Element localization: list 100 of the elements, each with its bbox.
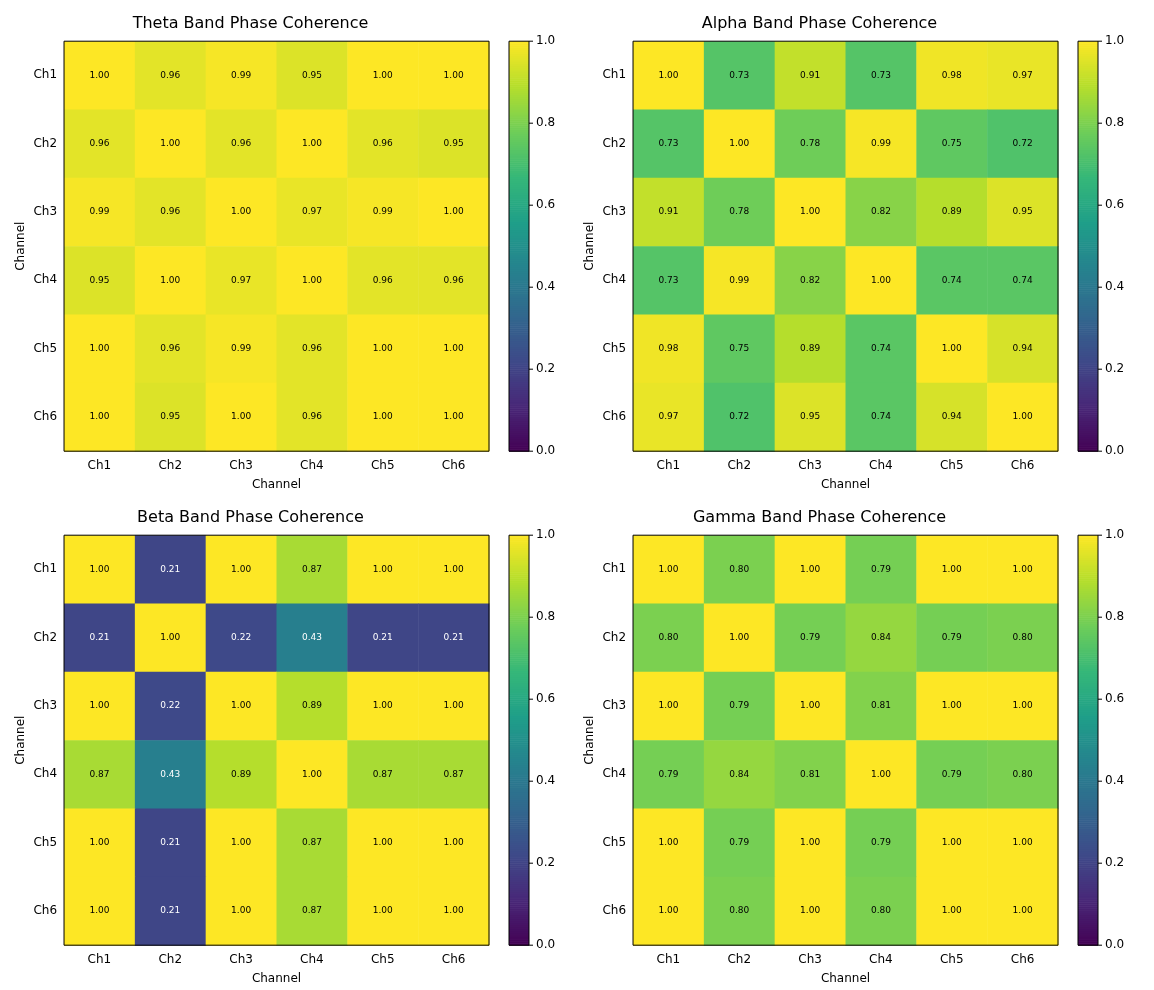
x-tick-label: Ch2 [158,951,183,966]
data-label: 0.84 [870,632,892,643]
color-bar-label: 0.0 [536,937,556,952]
data-label: 0.96 [89,138,110,149]
x-tick-label: Ch5 [939,457,964,472]
data-label: 0.74 [870,343,892,354]
data-label: 1.00 [800,837,821,848]
data-label: 0.80 [658,632,679,643]
color-bar-label: 0.6 [1105,691,1125,706]
color-bar-label: 0.6 [536,197,556,212]
data-label: 0.43 [301,632,322,643]
data-label: 1.00 [89,343,110,354]
data-label: 0.95 [160,411,181,422]
y-axis-title: Channel [582,221,597,271]
data-label: 0.96 [372,274,394,285]
data-label: 1.00 [443,837,464,848]
data-label: 0.87 [301,563,322,574]
color-bar-label: 0.8 [1105,115,1125,130]
x-tick-label: Ch5 [939,951,964,966]
data-label: 0.79 [870,563,892,574]
x-tick-label: Ch1 [87,457,112,472]
x-tick-label: Ch1 [87,951,112,966]
data-label: 0.96 [443,274,464,285]
data-label: 0.22 [231,632,252,643]
data-label: 1.00 [1012,905,1033,916]
y-tick-label: Ch1 [602,67,627,82]
data-label: 0.89 [301,700,323,711]
data-label: 0.82 [800,274,821,285]
data-label: 1.00 [372,411,394,422]
data-label: 1.00 [1012,563,1033,574]
data-label: 1.00 [231,563,252,574]
x-tick-label: Ch6 [441,951,466,966]
data-label: 0.21 [372,632,393,643]
color-bar-label: 0.0 [1105,443,1125,458]
y-tick-label: Ch3 [602,698,627,713]
data-label: 1.00 [443,206,464,217]
y-tick-label: Ch2 [33,135,58,150]
y-tick-label: Ch5 [33,340,58,355]
data-label: 0.97 [231,274,252,285]
data-label: 0.21 [160,905,181,916]
data-label: 1.00 [658,837,679,848]
y-axis-title: Channel [582,715,597,765]
x-tick-label: Ch3 [229,951,253,966]
data-label: 0.95 [1012,206,1033,217]
data-label: 1.00 [443,563,464,574]
data-label: 0.22 [160,700,181,711]
data-label: 0.81 [800,768,821,779]
x-tick-label: Ch3 [798,457,822,472]
data-label: 1.00 [89,411,110,422]
color-bar-label: 0.2 [536,855,556,870]
data-label: 1.00 [89,700,110,711]
data-label: 0.89 [231,768,252,779]
data-label: 0.74 [870,411,892,422]
x-axis-title: Channel [251,476,302,491]
data-label: 0.96 [372,138,394,149]
data-label: 0.94 [1012,343,1033,354]
y-tick-label: Ch2 [602,629,627,644]
data-label: 0.91 [658,206,679,217]
chart-title: Beta Band Phase Coherence [137,506,364,526]
data-label: 0.99 [729,274,750,285]
chart-title: Theta Band Phase Coherence [131,12,369,32]
data-label: 0.95 [301,69,322,80]
y-tick-label: Ch5 [602,834,627,849]
data-label: 0.79 [941,632,963,643]
data-label: 0.96 [301,411,323,422]
data-label: 1.00 [89,69,110,80]
data-label: 0.95 [800,411,821,422]
data-label: 1.00 [1012,837,1033,848]
data-label: 1.00 [301,274,323,285]
color-bar-label: 0.6 [1105,197,1125,212]
x-tick-label: Ch4 [869,457,893,472]
x-tick-label: Ch6 [1010,951,1035,966]
y-tick-label: Ch1 [33,561,58,576]
data-label: 0.73 [870,69,891,80]
data-label: 1.00 [729,138,750,149]
data-label: 1.00 [231,905,252,916]
data-label: 1.00 [160,274,181,285]
data-label: 0.87 [89,768,110,779]
data-label: 0.21 [443,632,464,643]
data-label: 0.80 [1012,768,1033,779]
color-bar-label: 0.4 [536,279,556,294]
data-label: 1.00 [941,837,963,848]
data-label: 0.72 [1012,138,1033,149]
x-tick-label: Ch4 [300,951,324,966]
data-label: 1.00 [800,700,821,711]
data-label: 1.00 [729,632,750,643]
data-label: 1.00 [941,700,963,711]
data-label: 0.97 [1012,69,1033,80]
data-label: 1.00 [658,700,679,711]
color-bar-label: 0.4 [1105,279,1125,294]
data-label: 0.99 [231,343,252,354]
data-label: 1.00 [372,837,394,848]
color-bar-label: 0.4 [536,773,556,788]
data-label: 1.00 [372,69,394,80]
x-tick-label: Ch6 [441,457,466,472]
y-tick-label: Ch3 [33,204,58,219]
data-label: 1.00 [160,632,181,643]
data-label: 0.87 [443,768,464,779]
data-label: 0.81 [870,700,891,711]
color-bar-label: 0.4 [1105,773,1125,788]
